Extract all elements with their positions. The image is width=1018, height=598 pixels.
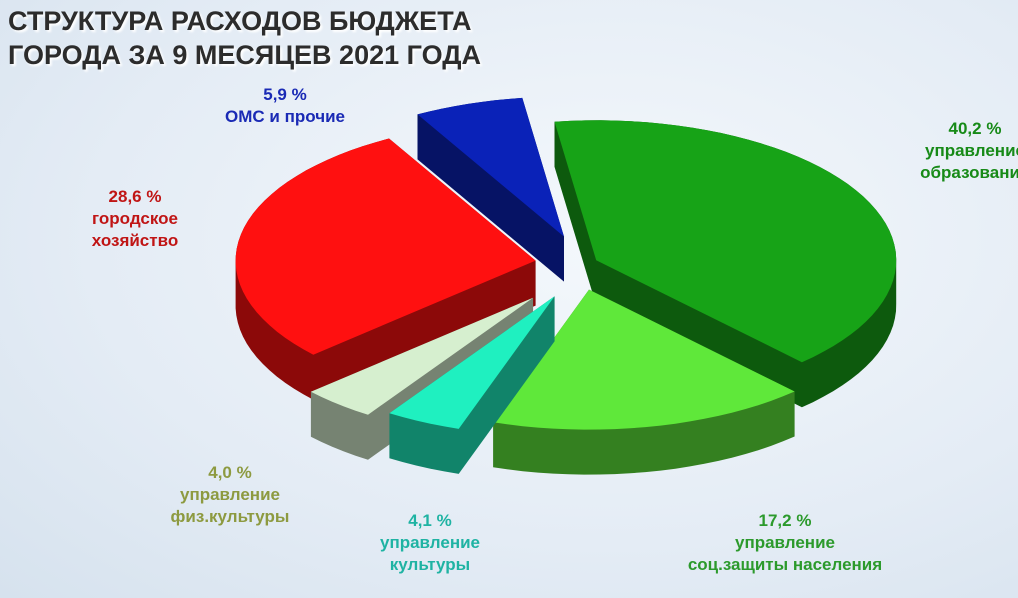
category-label: городское хозяйство — [91, 209, 179, 250]
category-label: ОМС и прочие — [225, 107, 345, 126]
slice — [310, 297, 534, 415]
slice — [417, 97, 564, 237]
chart-title: СТРУКТУРА РАСХОДОВ БЮДЖЕТА ГОРОДА ЗА 9 М… — [8, 6, 481, 70]
slice — [493, 289, 795, 430]
category-label: управление соц.защиты населения — [687, 533, 883, 574]
slice-label: 5,9 % ОМС и прочие — [225, 84, 345, 128]
category-label: управление физ.культуры — [170, 485, 290, 526]
slice-label: 4,0 % управление физ.культуры — [171, 462, 290, 528]
value-label: 4,1 % — [408, 511, 452, 530]
value-label: 40,2 % — [948, 119, 1002, 138]
category-label: управление культуры — [380, 533, 480, 574]
slice — [235, 138, 536, 355]
value-label: 4,0 % — [208, 463, 252, 482]
slice — [554, 120, 897, 363]
slice-label: 4,1 % управление культуры — [380, 510, 480, 576]
slice-label: 28,6 % городское хозяйство — [92, 186, 178, 252]
slice-label: 40,2 % управление образования — [920, 118, 1018, 184]
value-label: 17,2 % — [758, 511, 812, 530]
slice-label: 17,2 % управление соц.защиты населения — [688, 510, 882, 576]
category-label: управление образования — [920, 141, 1018, 182]
slice-side — [310, 297, 534, 460]
value-label: 5,9 % — [263, 85, 307, 104]
value-label: 28,6 % — [108, 187, 162, 206]
slice — [389, 296, 555, 429]
